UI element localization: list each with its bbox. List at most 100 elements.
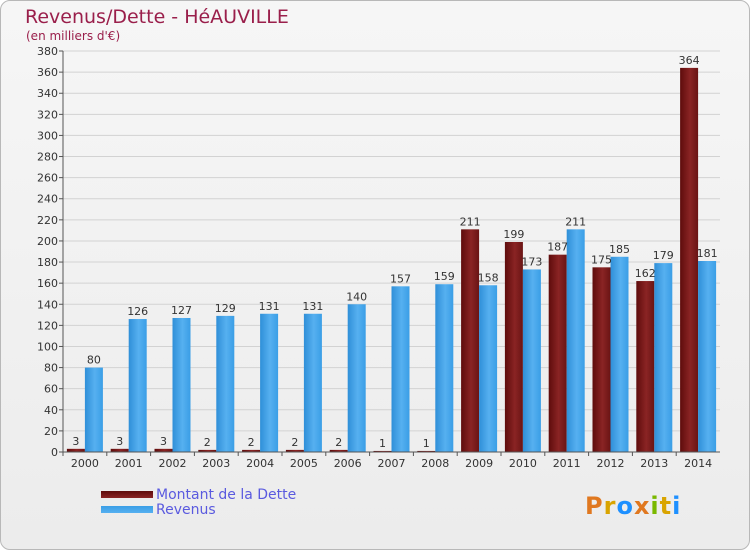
x-tick-label: 2012 bbox=[597, 457, 625, 470]
y-tick-label: 100 bbox=[37, 340, 58, 353]
x-tick-label: 2013 bbox=[640, 457, 668, 470]
value-label-revenus: 179 bbox=[653, 249, 674, 262]
y-tick-label: 20 bbox=[44, 425, 58, 438]
value-label-revenus: 131 bbox=[259, 300, 280, 313]
bar-revenus bbox=[84, 367, 103, 452]
legend: Montant de la Dette Revenus bbox=[101, 486, 297, 518]
x-tick-label: 2008 bbox=[421, 457, 449, 470]
value-label-revenus: 157 bbox=[390, 272, 411, 285]
logo-letter: i bbox=[650, 492, 660, 520]
bar-revenus bbox=[522, 269, 541, 452]
bar-revenus bbox=[172, 317, 191, 452]
legend-item-dette: Montant de la Dette bbox=[101, 486, 297, 503]
bar-dette bbox=[373, 450, 392, 452]
y-tick-label: 180 bbox=[37, 256, 58, 269]
y-tick-label: 380 bbox=[37, 45, 58, 58]
x-tick-label: 2001 bbox=[115, 457, 143, 470]
value-label-revenus: 131 bbox=[302, 300, 323, 313]
bar-dette bbox=[198, 449, 217, 452]
y-tick-label: 220 bbox=[37, 214, 58, 227]
x-tick-label: 2000 bbox=[71, 457, 99, 470]
value-label-dette: 2 bbox=[248, 436, 255, 449]
legend-label-dette: Montant de la Dette bbox=[156, 486, 297, 503]
logo-letter: r bbox=[603, 492, 617, 520]
value-label-dette: 1 bbox=[423, 437, 430, 450]
bar-revenus bbox=[479, 285, 498, 452]
logo-letter: o bbox=[616, 492, 634, 520]
value-label-revenus: 129 bbox=[215, 302, 236, 315]
value-label-dette: 3 bbox=[160, 435, 167, 448]
logo-letter: x bbox=[633, 492, 651, 520]
value-labels: 3 80 3 126 3 127 2 129 2 131 2 131 2 140 1 157 1 159 211 15… bbox=[72, 54, 717, 450]
y-tick-label: 140 bbox=[37, 298, 58, 311]
value-label-dette: 199 bbox=[503, 228, 524, 241]
y-tick-label: 0 bbox=[51, 446, 58, 459]
value-label-dette: 1 bbox=[379, 437, 386, 450]
y-tick-label: 60 bbox=[44, 383, 58, 396]
legend-label-revenus: Revenus bbox=[156, 501, 216, 518]
legend-swatch-revenus bbox=[101, 506, 153, 513]
x-tick-label: 2005 bbox=[290, 457, 318, 470]
legend-swatch-dette bbox=[101, 491, 153, 498]
bar-dette bbox=[242, 449, 261, 452]
logo-letter: t bbox=[659, 492, 673, 520]
bar-revenus bbox=[698, 260, 717, 452]
x-tick-label: 2004 bbox=[246, 457, 274, 470]
bar-dette bbox=[66, 448, 85, 452]
value-label-revenus: 185 bbox=[609, 243, 630, 256]
bar-dette bbox=[154, 448, 173, 452]
bar-dette bbox=[504, 242, 523, 452]
y-tick-label: 40 bbox=[44, 404, 58, 417]
value-label-dette: 211 bbox=[460, 215, 481, 228]
y-tick-label: 120 bbox=[37, 319, 58, 332]
value-label-revenus: 140 bbox=[346, 290, 367, 303]
value-label-dette: 187 bbox=[547, 241, 568, 254]
x-tick-label: 2006 bbox=[334, 457, 362, 470]
y-tick-label: 360 bbox=[37, 66, 58, 79]
value-label-revenus: 181 bbox=[697, 247, 718, 260]
y-tick-label: 240 bbox=[37, 193, 58, 206]
x-tick-label: 2014 bbox=[684, 457, 712, 470]
chart-title: Revenus/Dette - HéAUVILLE bbox=[25, 6, 289, 28]
axes: 0204060801001201401601802002202402602803… bbox=[37, 45, 720, 470]
bar-revenus bbox=[654, 263, 673, 452]
y-tick-label: 200 bbox=[37, 235, 58, 248]
x-tick-label: 2011 bbox=[553, 457, 581, 470]
bar-revenus bbox=[566, 229, 585, 452]
bar-revenus bbox=[216, 315, 235, 452]
value-label-dette: 3 bbox=[72, 435, 79, 448]
bar-revenus bbox=[610, 256, 629, 452]
y-tick-label: 300 bbox=[37, 129, 58, 142]
value-label-revenus: 211 bbox=[565, 215, 586, 228]
value-label-dette: 364 bbox=[679, 54, 700, 67]
bar-dette bbox=[680, 67, 699, 452]
logo-letter: P bbox=[585, 492, 604, 520]
bar-revenus bbox=[260, 313, 279, 452]
y-tick-label: 260 bbox=[37, 172, 58, 185]
value-label-revenus: 127 bbox=[171, 304, 192, 317]
y-tick-label: 160 bbox=[37, 277, 58, 290]
bar-revenus bbox=[128, 319, 147, 452]
bar-dette bbox=[461, 229, 480, 452]
bar-revenus bbox=[303, 313, 322, 452]
legend-item-revenus: Revenus bbox=[101, 501, 296, 518]
x-tick-label: 2003 bbox=[202, 457, 230, 470]
bar-dette bbox=[110, 448, 129, 452]
value-label-dette: 2 bbox=[335, 436, 342, 449]
y-tick-label: 340 bbox=[37, 87, 58, 100]
x-tick-label: 2007 bbox=[378, 457, 406, 470]
bar-dette bbox=[285, 449, 304, 452]
value-label-revenus: 173 bbox=[521, 255, 542, 268]
value-label-dette: 2 bbox=[204, 436, 211, 449]
y-tick-label: 280 bbox=[37, 151, 58, 164]
x-tick-label: 2010 bbox=[509, 457, 537, 470]
logo-letter: i bbox=[672, 492, 682, 520]
value-label-dette: 2 bbox=[291, 436, 298, 449]
value-label-revenus: 80 bbox=[87, 354, 101, 367]
proxiti-logo: Proxiti bbox=[585, 492, 681, 520]
x-tick-label: 2009 bbox=[465, 457, 493, 470]
bars bbox=[66, 67, 717, 452]
y-tick-label: 80 bbox=[44, 362, 58, 375]
bar-revenus bbox=[435, 284, 454, 452]
